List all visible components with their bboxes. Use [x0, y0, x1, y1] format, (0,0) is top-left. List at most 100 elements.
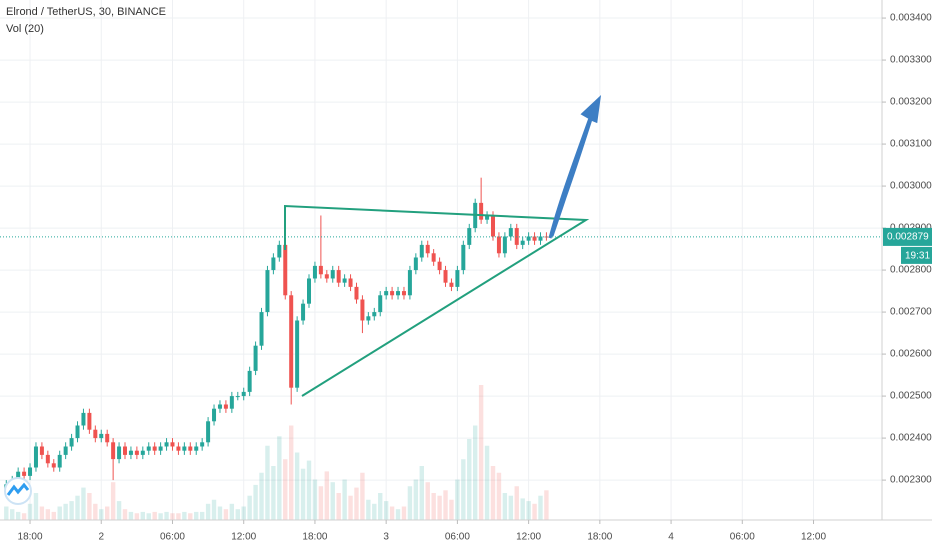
candle-body: [75, 425, 80, 439]
arrow: [548, 95, 602, 239]
candle-body: [45, 454, 50, 464]
x-tick-label: 4: [668, 532, 674, 543]
candle-body: [485, 215, 490, 220]
volume-bar: [265, 445, 270, 520]
volume-bar: [247, 495, 252, 520]
volume-bar: [449, 499, 454, 520]
candle-body: [372, 312, 377, 317]
x-tick-label: 12:00: [516, 532, 541, 543]
logo-mark: [6, 482, 30, 496]
volume-bar: [223, 509, 229, 520]
candle-body: [212, 408, 217, 422]
candle-body: [158, 446, 163, 451]
volume-bar: [104, 506, 110, 520]
candle-body: [152, 446, 157, 451]
x-tick-label: 3: [383, 532, 389, 543]
candle-body: [366, 316, 371, 321]
volume-bar: [116, 501, 122, 520]
candle-body: [188, 446, 193, 451]
volume-bar: [182, 511, 187, 520]
candle-body: [164, 442, 169, 447]
volume-label: Vol (20): [6, 23, 44, 35]
y-tick-label: 0.002600: [890, 349, 932, 360]
candle-body: [318, 265, 323, 275]
x-tick-label: 06:00: [445, 532, 470, 543]
volume-bar: [478, 385, 484, 520]
candle-body: [87, 412, 92, 430]
x-tick-label: 06:00: [730, 532, 755, 543]
candle-body: [479, 202, 484, 220]
x-tick-label: 2: [98, 532, 104, 543]
volume-bar: [300, 468, 306, 520]
volume-bar: [99, 509, 104, 520]
triangle: [284, 204, 590, 397]
candle-body: [491, 215, 496, 237]
y-tick-label: 0.003200: [890, 97, 932, 108]
candle-body: [28, 467, 33, 476]
candle-body: [176, 446, 181, 451]
candle-body: [217, 404, 222, 409]
y-tick-label: 0.002400: [890, 433, 932, 444]
volume-bar: [134, 513, 140, 520]
candle-body: [396, 291, 401, 296]
candle-body: [526, 236, 531, 241]
y-tick-label: 0.003300: [890, 55, 932, 66]
candles: [4, 177, 549, 493]
volume-bar: [75, 495, 80, 520]
x-tick-label: 12:00: [801, 532, 826, 543]
candle-body: [200, 442, 205, 447]
volume-bar: [354, 487, 359, 520]
candle-body: [538, 236, 543, 241]
candle-body: [295, 320, 300, 388]
candle-body: [265, 270, 270, 313]
volume-bar: [199, 511, 205, 520]
candle-body: [354, 286, 359, 300]
candle-body: [93, 429, 98, 439]
x-tick-label: 18:00: [587, 532, 612, 543]
candle-body: [128, 450, 133, 455]
y-tick-label: 0.002800: [890, 265, 932, 276]
candle-body: [324, 274, 329, 279]
candle-body: [342, 278, 347, 283]
volume-bar: [401, 506, 407, 520]
volume-bar: [87, 493, 92, 520]
volume-bar: [194, 511, 199, 520]
volume-bar: [413, 479, 419, 520]
candle-body: [401, 291, 406, 296]
volume-bar: [15, 511, 21, 520]
candle-body: [229, 396, 234, 409]
candle-body: [425, 244, 430, 254]
candle-body: [378, 295, 383, 313]
candle-body: [289, 295, 294, 388]
volume-bar: [4, 506, 9, 520]
candle-body: [407, 270, 412, 296]
x-tick-label: 06:00: [160, 532, 185, 543]
volume-bar: [176, 513, 181, 520]
volume-bar: [472, 425, 478, 520]
volume-bar: [33, 493, 39, 520]
volume-bar: [502, 493, 508, 520]
candle-body: [259, 312, 264, 346]
candle-body: [419, 244, 424, 258]
volume-bar: [229, 503, 235, 520]
candle-body: [81, 412, 86, 426]
volume-bar: [324, 471, 330, 520]
volume-bar: [152, 511, 157, 520]
volume-bar: [318, 486, 324, 520]
candle-body: [330, 270, 335, 279]
candle-body: [182, 446, 187, 451]
volume-bar: [283, 459, 288, 520]
volume-bar: [69, 501, 74, 520]
last-price-label: 0.002879: [887, 232, 929, 243]
volume-bar: [372, 503, 377, 520]
volume-bar: [389, 506, 395, 520]
volume-bar: [425, 482, 430, 520]
candle-body: [51, 463, 56, 468]
volume-bar: [277, 436, 282, 520]
candle-body: [194, 446, 199, 451]
volume-bar: [21, 513, 27, 520]
volume-bar: [484, 445, 490, 520]
volume-bar: [395, 509, 401, 520]
